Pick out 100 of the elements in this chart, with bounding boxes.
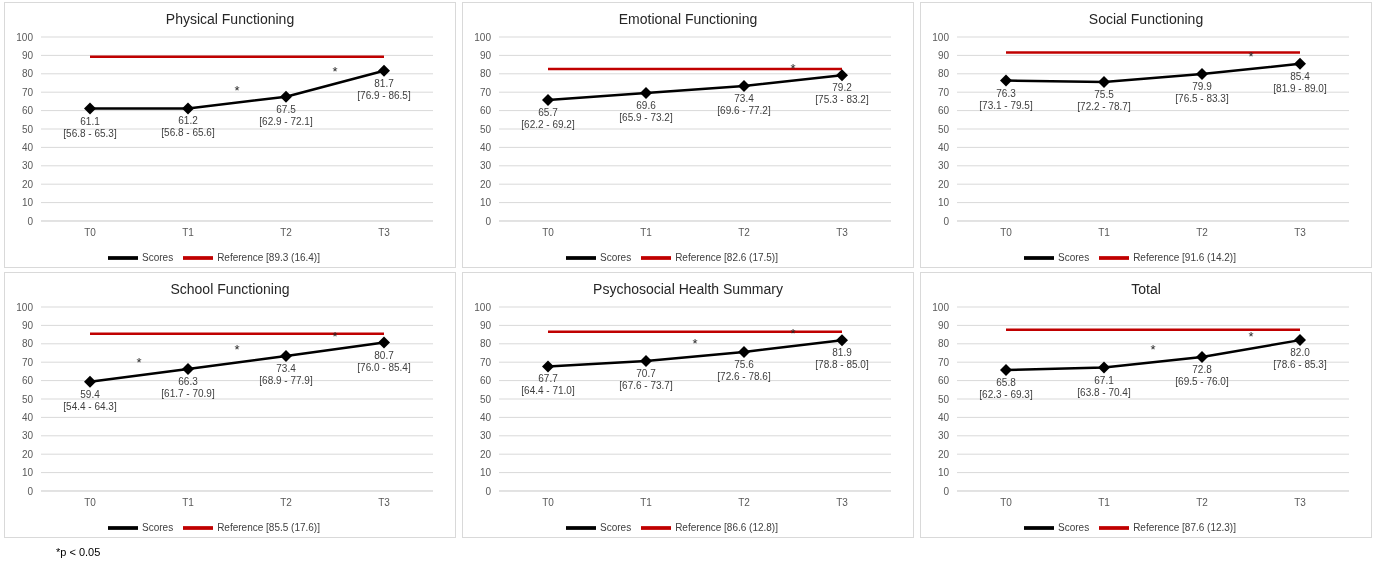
x-tick-label: T3 (836, 497, 849, 509)
point (1196, 67, 1208, 80)
annotation: * (234, 82, 240, 98)
data-label: 67.5 [62.9 - 72.1] (259, 103, 313, 127)
chart-title: Emotional Functioning (617, 11, 759, 29)
point (1000, 74, 1012, 87)
y-tick-label: 90 (937, 49, 950, 61)
y-tick-label: 80 (21, 338, 34, 350)
point (378, 336, 390, 349)
x-tick-label: T0 (1000, 227, 1013, 239)
y-tick-label: 40 (479, 411, 492, 423)
y-tick-label: 70 (21, 356, 34, 368)
chart-title: Psychosocial Health Summary (592, 281, 784, 299)
point (182, 363, 194, 376)
y-tick-label: 50 (21, 123, 34, 135)
x-tick-label: T1 (182, 227, 195, 239)
y-tick-label: 10 (479, 197, 492, 209)
x-tick-label: T1 (640, 497, 653, 509)
y-tick-label: 60 (21, 375, 34, 387)
y-tick-label: 30 (21, 430, 34, 442)
x-tick-label: T3 (1294, 497, 1307, 509)
point (836, 69, 848, 82)
y-tick-label: 80 (479, 338, 492, 350)
y-tick-label: 70 (479, 86, 492, 98)
y-tick-label: 60 (479, 375, 492, 387)
y-tick-label: 10 (21, 467, 34, 479)
y-tick-label: 30 (937, 160, 950, 172)
y-tick-label: 80 (479, 68, 492, 80)
x-tick-label: T0 (542, 497, 555, 509)
data-label: 82.0 [78.6 - 85.3] (1273, 347, 1327, 371)
data-label: 67.1 [63.8 - 70.4] (1077, 374, 1131, 398)
data-label: 72.8 [69.5 - 76.0] (1175, 364, 1229, 388)
point (182, 102, 194, 115)
legend-label: Reference [87.6 (12.3)] (1133, 521, 1236, 533)
x-tick-label: T3 (378, 227, 391, 239)
point (836, 334, 848, 347)
y-tick-label: 0 (485, 215, 492, 227)
y-tick-label: 90 (479, 319, 492, 331)
y-tick-label: 100 (932, 301, 950, 313)
data-label: 85.4 [81.9 - 89.0] (1273, 70, 1327, 94)
annotation: * (692, 336, 698, 352)
y-tick-label: 100 (16, 31, 34, 43)
y-tick-label: 0 (27, 485, 34, 497)
y-tick-label: 10 (937, 467, 950, 479)
y-tick-label: 40 (21, 141, 34, 153)
y-tick-label: 90 (21, 49, 34, 61)
point (1294, 334, 1306, 347)
x-tick-label: T2 (738, 497, 751, 509)
x-tick-label: T2 (280, 497, 293, 509)
y-tick-label: 100 (16, 301, 34, 313)
annotation: * (1248, 48, 1254, 64)
y-tick-label: 40 (937, 411, 950, 423)
point (738, 79, 750, 92)
y-tick-label: 50 (479, 393, 492, 405)
data-label: 70.7 [67.6 - 73.7] (619, 367, 673, 391)
data-label: 61.2 [56.8 - 65.6] (161, 115, 215, 139)
y-tick-label: 60 (937, 105, 950, 117)
x-tick-label: T2 (1196, 227, 1209, 239)
y-tick-label: 50 (937, 393, 950, 405)
point (640, 354, 652, 367)
legend-label: Reference [85.5 (17.6)] (217, 521, 320, 533)
chart-title: Physical Functioning (164, 11, 296, 29)
annotation: * (790, 326, 796, 342)
y-tick-label: 20 (937, 178, 950, 190)
data-label: 73.4 [68.9 - 77.9] (259, 362, 313, 386)
annotation: * (332, 329, 338, 345)
data-label: 61.1 [56.8 - 65.3] (63, 115, 117, 139)
x-tick-label: T1 (1098, 227, 1111, 239)
x-tick-label: T0 (84, 227, 97, 239)
y-tick-label: 100 (474, 301, 492, 313)
x-tick-label: T1 (182, 497, 195, 509)
data-label: 59.4 [54.4 - 64.3] (63, 388, 117, 412)
y-tick-label: 50 (937, 123, 950, 135)
point (1098, 361, 1110, 374)
y-tick-label: 30 (479, 430, 492, 442)
data-label: 66.3 [61.7 - 70.9] (161, 376, 215, 400)
x-tick-label: T0 (542, 227, 555, 239)
y-tick-label: 50 (479, 123, 492, 135)
x-tick-label: T3 (378, 497, 391, 509)
annotation: * (1248, 328, 1254, 344)
y-tick-label: 40 (479, 141, 492, 153)
data-label: 73.4 [69.6 - 77.2] (717, 92, 771, 116)
y-tick-label: 30 (21, 160, 34, 172)
y-tick-label: 40 (21, 411, 34, 423)
data-label: 65.7 [62.2 - 69.2] (521, 107, 575, 131)
y-tick-label: 20 (21, 448, 34, 460)
x-tick-label: T2 (280, 227, 293, 239)
y-tick-label: 70 (479, 356, 492, 368)
y-tick-label: 70 (937, 86, 950, 98)
y-tick-label: 60 (21, 105, 34, 117)
y-tick-label: 90 (479, 49, 492, 61)
point (640, 86, 652, 99)
point (542, 94, 554, 107)
x-tick-label: T1 (1098, 497, 1111, 509)
legend-label: Scores (1058, 521, 1090, 533)
y-tick-label: 50 (21, 393, 34, 405)
legend-label: Scores (1058, 251, 1090, 263)
data-label: 79.9 [76.5 - 83.3] (1175, 80, 1229, 104)
x-tick-label: T2 (738, 227, 751, 239)
y-tick-label: 10 (479, 467, 492, 479)
